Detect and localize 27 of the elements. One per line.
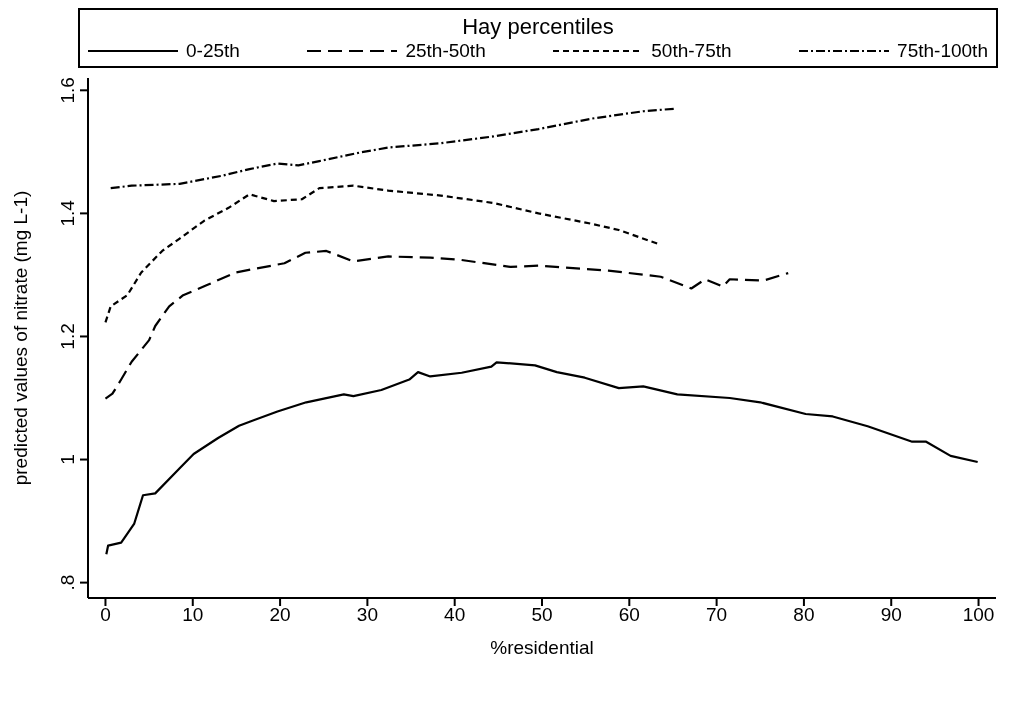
x-tick-label: 10 <box>182 604 204 626</box>
x-tick-label: 70 <box>706 604 728 626</box>
legend-label: 50th-75th <box>651 40 732 62</box>
x-tick-label: 50 <box>531 604 553 626</box>
x-tick-label: 30 <box>356 604 378 626</box>
legend-label: 0-25th <box>186 40 240 62</box>
y-tick-label: 1.2 <box>57 323 78 350</box>
x-tick-label: 100 <box>962 604 995 626</box>
x-axis-title: %residential <box>490 637 594 658</box>
line-series <box>105 361 979 556</box>
y-axis-title: predicted values of nitrate (mg L-1) <box>9 190 31 486</box>
x-tick-label: 40 <box>444 604 466 626</box>
y-tick-label: .8 <box>57 574 78 591</box>
legend-label: 25th-50th <box>405 40 486 62</box>
line-series <box>109 107 675 190</box>
legend-label: 75th-100th <box>897 40 988 62</box>
line-series <box>104 249 790 400</box>
y-tick-label: 1 <box>57 454 78 465</box>
x-tick-label: 60 <box>618 604 640 626</box>
line-series <box>104 184 659 324</box>
x-tick-label: 90 <box>880 604 902 626</box>
x-tick-label: 0 <box>100 604 111 626</box>
x-tick-label: 80 <box>793 604 815 626</box>
y-tick-label: 1.6 <box>57 77 78 104</box>
y-tick-label: 1.4 <box>57 199 78 227</box>
x-tick-label: 20 <box>269 604 291 626</box>
legend-title: Hay percentiles <box>461 14 615 40</box>
